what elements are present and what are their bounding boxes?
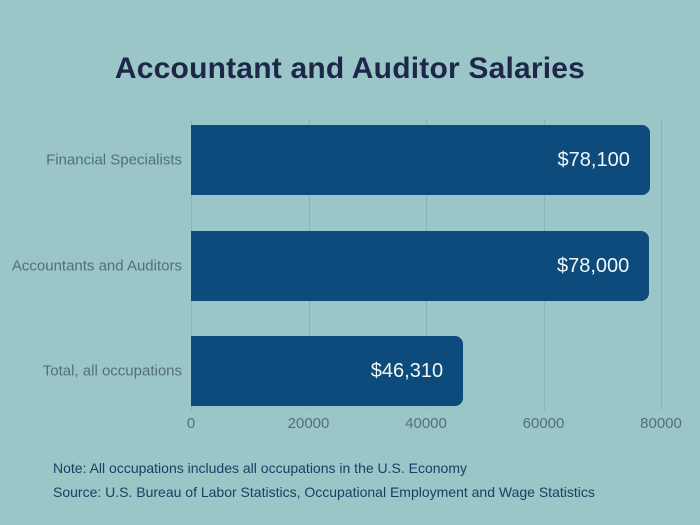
chart-title: Accountant and Auditor Salaries — [114, 52, 586, 85]
bar-value-label: $78,100 — [557, 148, 630, 171]
bar-group: $78,100 $78,000 $46,310 — [191, 120, 661, 410]
bar-0: $78,100 — [191, 125, 650, 195]
bar-value-label: $78,000 — [556, 254, 630, 277]
chart-footer: Note: All occupations includes all occup… — [53, 456, 595, 504]
x-tick-label-80000: 80000 — [640, 415, 682, 432]
x-tick-label-40000: 40000 — [405, 415, 447, 432]
x-tick-label-60000: 60000 — [522, 415, 565, 432]
x-tick-label-0: 0 — [186, 415, 196, 432]
gridline-80000 — [661, 120, 662, 410]
bar-1: $78,000 — [191, 231, 650, 301]
bar-2: $46,310 — [191, 336, 464, 406]
x-axis: 0 20000 40000 60000 80000 — [187, 415, 682, 437]
note-text: Note: All occupations includes all occup… — [53, 460, 468, 476]
category-label-2: Total, all occupations — [42, 362, 182, 380]
category-label-1: Accountants and Auditors — [11, 257, 182, 275]
source-text: Source: U.S. Bureau of Labor Statistics,… — [53, 484, 595, 500]
bar-value-label: $46,310 — [370, 359, 444, 382]
category-labels: Financial Specialists Accountants and Aud… — [0, 120, 182, 410]
bar-chart: $78,100 $78,000 $46,310 — [191, 120, 662, 410]
category-label-0: Financial Specialists — [46, 151, 182, 169]
x-tick-label-20000: 20000 — [287, 415, 330, 432]
